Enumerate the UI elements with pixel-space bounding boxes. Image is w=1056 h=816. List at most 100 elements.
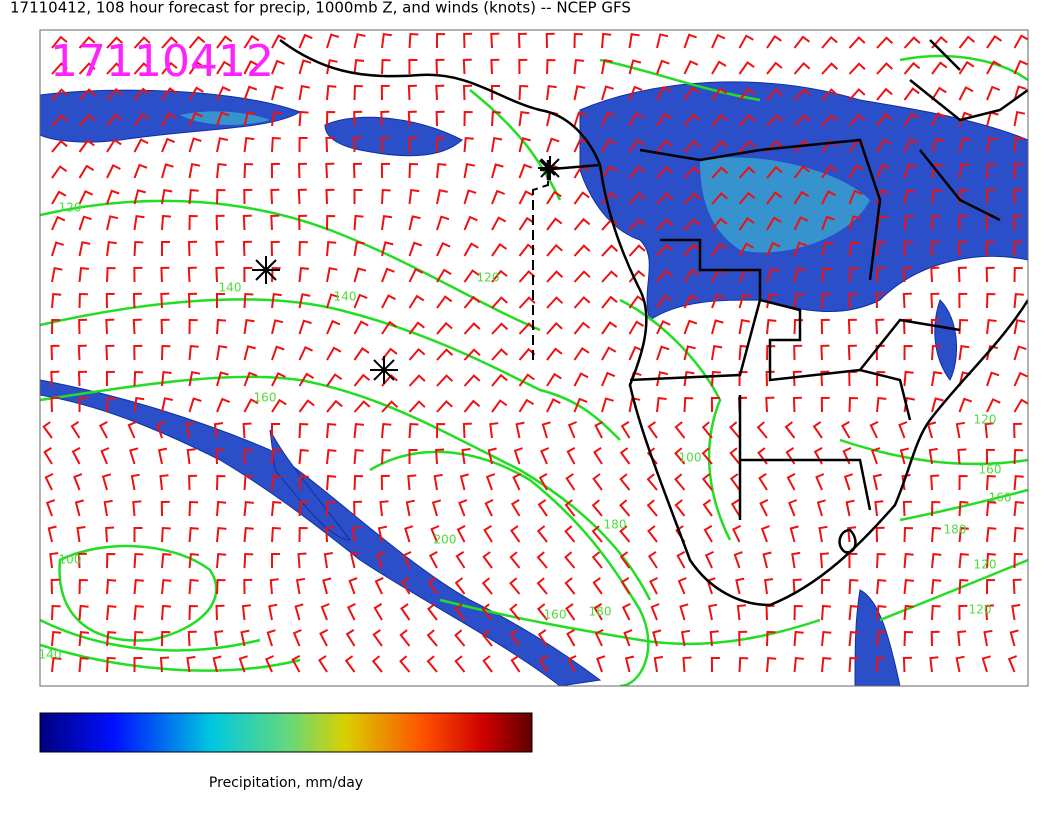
contour-label: 120 [974,413,997,427]
wind-barb [546,84,557,101]
wind-barb [326,373,343,387]
wind-barb [298,33,313,49]
wind-barb [573,372,589,387]
wind-barb [103,499,113,517]
wind-barb [381,214,393,231]
wind-barb [436,215,450,231]
wind-barb [435,58,445,75]
wind-barb [1013,501,1024,517]
wind-barb [50,370,60,387]
wind-barb [793,604,803,621]
wind-barb [792,396,802,413]
wind-barb [463,269,480,283]
wind-barb [820,396,830,413]
wind-barb [271,475,282,491]
wind-barb [793,241,807,257]
wind-barb [821,215,835,231]
wind-barb [1013,552,1023,569]
wind-barb [373,603,383,621]
wind-barb [1013,162,1023,179]
wind-barb [876,579,887,595]
wind-barb [567,655,577,673]
wind-barb [133,527,143,542]
wind-barb [957,448,967,465]
wind-barb [106,189,120,205]
wind-barb [766,191,783,205]
wind-barb [765,396,775,413]
wind-barb [656,320,671,335]
wind-barb [400,603,411,621]
wind-barb [491,216,507,231]
wind-barb [601,32,612,49]
wind-barb [986,527,997,543]
wind-barb [593,603,603,621]
wind-barb [292,629,302,647]
wind-barb [188,35,206,49]
wind-barb [458,499,468,517]
wind-barb [793,216,809,231]
wind-barb [408,400,426,413]
wind-barb [736,604,747,621]
wind-barb [71,447,81,465]
wind-barb [545,32,555,49]
wind-barb [821,62,839,75]
wind-barb [435,448,445,465]
wind-barb [903,397,915,413]
wind-barb [650,603,660,621]
wind-barb [958,292,968,309]
wind-barb [78,113,96,127]
wind-barb [573,85,586,101]
wind-barb [78,267,90,283]
wind-barb [271,59,285,75]
wind-barb [701,421,713,439]
wind-barb [106,240,117,257]
wind-barb [78,164,95,179]
wind-barb [70,421,81,439]
wind-barb [51,631,62,647]
wind-barb [298,293,311,309]
wind-barb [876,62,893,75]
wind-barb [957,266,967,283]
wind-barb [47,525,57,543]
wind-barb [106,215,119,231]
wind-barb [955,421,965,439]
wind-barb [623,629,633,647]
wind-barb [510,655,521,673]
wind-barb [683,60,699,75]
contour-label: 120 [477,271,500,285]
wind-barb [766,35,782,49]
wind-barb [78,139,95,153]
wind-barb [711,293,725,309]
wind-barb [876,605,887,621]
wind-barb [133,87,151,101]
wind-barb [133,605,144,621]
wind-barb [931,526,942,543]
wind-barb [78,215,92,231]
wind-barb [683,396,694,413]
contour-label: 120 [974,558,997,572]
wind-barb [295,577,306,595]
wind-barb [874,500,884,517]
wind-barb [1013,85,1027,101]
wind-barb [491,296,508,309]
wind-barb [238,655,248,673]
wind-barb [573,244,591,257]
wind-barb [931,86,947,101]
wind-barb [106,605,117,621]
wind-barb [788,499,798,517]
wind-barb [297,552,307,569]
wind-barb [214,630,224,647]
wind-barb [986,474,996,491]
wind-barb [656,294,672,309]
wind-barb [323,552,333,569]
wind-barb [51,267,63,283]
wind-barb [243,318,255,335]
wind-barb [759,499,769,517]
wind-barb [538,473,548,491]
wind-barb [106,164,121,179]
wind-barb [105,370,115,387]
wind-barb [701,447,713,465]
wind-barb [674,473,686,491]
wind-barb [820,318,830,335]
wind-barb [298,526,308,543]
